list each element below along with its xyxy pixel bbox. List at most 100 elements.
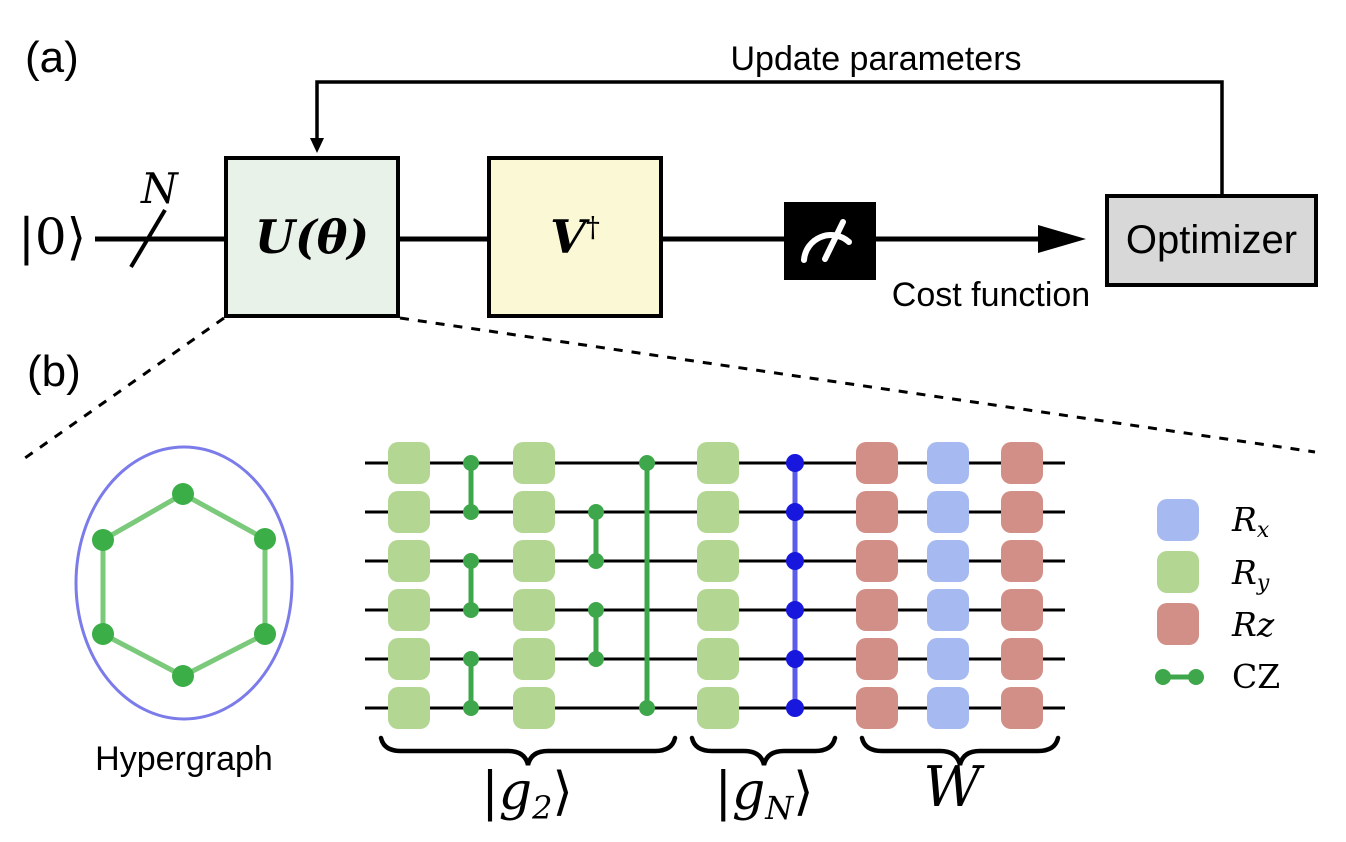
cz-control-dot (588, 504, 604, 520)
cz-legend-dot (1155, 669, 1171, 685)
hypergraph-node (172, 665, 194, 687)
callout-dashed-right (399, 316, 1316, 454)
ry-gate (513, 442, 555, 484)
feedback-arrow-head (310, 138, 324, 153)
rz-gate (1001, 491, 1043, 533)
register-size-label: N (141, 164, 178, 213)
cz-control-dot (463, 700, 479, 716)
panel-b-label: (b) (27, 347, 81, 396)
ry-gate (388, 491, 430, 533)
cz-control-dot (588, 651, 604, 667)
cz-control-dot (463, 553, 479, 569)
multi-cz-control-dot (786, 503, 804, 521)
rx-gate (927, 589, 969, 631)
update-parameters-label: Update parameters (730, 40, 1022, 78)
ry-gate (513, 540, 555, 582)
multi-cz-control-dot (786, 552, 804, 570)
ry-gate (697, 540, 739, 582)
cz-control-dot (639, 455, 655, 471)
cz-control-dot (463, 602, 479, 618)
u-theta-gate-box: U(θ) (224, 156, 400, 318)
ry-gate (697, 589, 739, 631)
optimizer-box: Optimizer (1105, 194, 1318, 287)
cz-control-dot (639, 700, 655, 716)
cz-legend-glyph (1155, 669, 1204, 685)
multi-cz-control-dot (786, 601, 804, 619)
rx-gate (927, 638, 969, 680)
gn-state-label: | g N ⟩ (714, 762, 814, 827)
ry-gate (513, 638, 555, 680)
hypergraph-ellipse (74, 445, 294, 721)
ry-gate (388, 589, 430, 631)
rz-gate (1001, 687, 1043, 729)
cz-control-dot (588, 553, 604, 569)
rz-gate (1001, 540, 1043, 582)
hypergraph-caption: Hypergraph (95, 740, 273, 778)
callout-dashed-left (24, 316, 225, 460)
cost-function-label: Cost function (891, 276, 1091, 314)
ry-gate (388, 638, 430, 680)
panel-a-label: (a) (25, 33, 79, 82)
rx-gate (927, 540, 969, 582)
cz-control-dot (463, 455, 479, 471)
multi-cz-control-dot (786, 454, 804, 472)
input-state-label: |0⟩ (18, 208, 87, 266)
measurement-box (784, 202, 876, 280)
bus-slash (129, 208, 167, 269)
rz-gate (856, 442, 898, 484)
g2-state-label: | g 2 ⟩ (481, 762, 573, 827)
ry-gate (388, 687, 430, 729)
circuit-layer (365, 442, 1065, 729)
v-dagger-gate-label: V† (550, 210, 600, 264)
rz-gate (1001, 638, 1043, 680)
rz-gate (856, 687, 898, 729)
meter-icon (801, 219, 852, 263)
ry-gate (388, 442, 430, 484)
legend-rx-label: Rx (1232, 500, 1270, 543)
rx-gate (927, 491, 969, 533)
cz-legend-dot (1188, 669, 1204, 685)
ry-gate (388, 540, 430, 582)
hypergraph-node (172, 483, 194, 505)
hypergraph-node (254, 623, 276, 645)
rz-gate (856, 540, 898, 582)
rx-gate (927, 442, 969, 484)
hypergraph-edges (100, 491, 268, 679)
ry-gate (697, 491, 739, 533)
brace-g2 (378, 735, 678, 766)
cost-arrow-head (1038, 225, 1086, 253)
multi-cz-control-dot (786, 699, 804, 717)
cz-control-dot (463, 504, 479, 520)
rx-gate (927, 687, 969, 729)
optimizer-label: Optimizer (1125, 218, 1298, 262)
ry-gate (513, 687, 555, 729)
legend-rz-swatch (1157, 603, 1199, 645)
multi-cz-control-dot (786, 650, 804, 668)
legend-cz-label: CZ (1232, 657, 1281, 696)
ry-gate (513, 589, 555, 631)
legend-ry-swatch (1157, 551, 1199, 593)
hypergraph-node (254, 528, 276, 550)
legend-rz-label: Rz (1232, 605, 1275, 644)
rz-gate (856, 491, 898, 533)
brace-gn (689, 735, 838, 766)
cz-control-dot (463, 651, 479, 667)
ry-gate (697, 442, 739, 484)
ry-gate (697, 687, 739, 729)
w-layer-label: W (923, 755, 981, 820)
feedback-loop-line (315, 80, 1224, 194)
rz-gate (856, 589, 898, 631)
ry-gate (697, 638, 739, 680)
ry-gate (513, 491, 555, 533)
hypergraph-drawing (74, 445, 294, 721)
rz-gate (1001, 442, 1043, 484)
hypergraph-node (92, 529, 114, 551)
brace-w (859, 735, 1061, 766)
v-dagger-gate-box: V† (487, 156, 663, 318)
rz-gate (856, 638, 898, 680)
legend-rx-swatch (1157, 499, 1199, 541)
legend-ry-label: Ry (1232, 553, 1270, 596)
cz-control-dot (588, 602, 604, 618)
